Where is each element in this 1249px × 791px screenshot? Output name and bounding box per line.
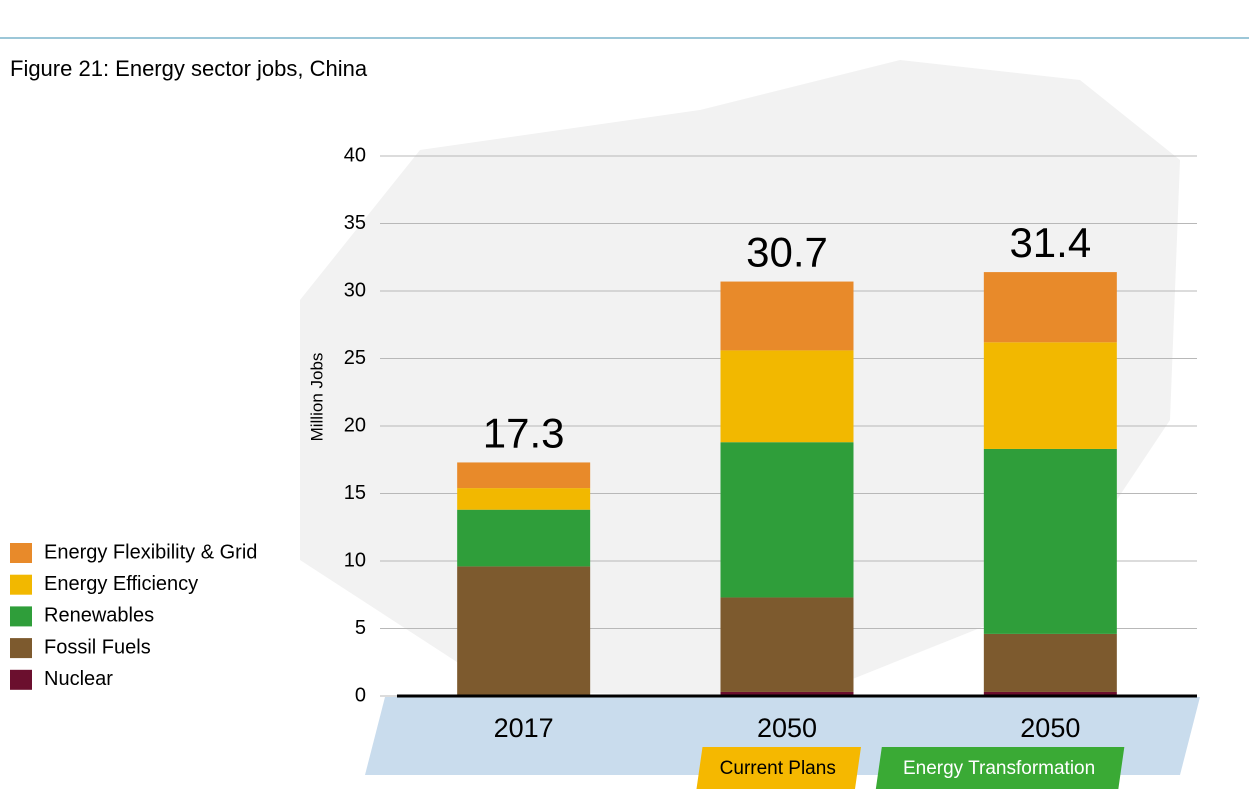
- bar-segment: [983, 633, 1117, 692]
- x-tick-label: 2017: [494, 713, 554, 743]
- scenario-label: Current Plans: [720, 758, 836, 779]
- legend-swatch: [10, 606, 32, 627]
- legend-label: Fossil Fuels: [44, 636, 151, 658]
- bar-segment: [457, 462, 591, 489]
- scenario-tag: [696, 747, 861, 789]
- chart-title: Figure 21: Energy sector jobs, China: [10, 56, 368, 81]
- legend-label: Renewables: [44, 605, 154, 627]
- total-label: 31.4: [1009, 219, 1091, 266]
- total-label: 30.7: [746, 229, 828, 276]
- bar-segment: [457, 488, 591, 510]
- scenario-label: Energy Transformation: [903, 758, 1095, 779]
- y-tick-label: 30: [344, 279, 366, 301]
- x-tick-label: 2050: [1020, 713, 1080, 743]
- bar-segment: [720, 597, 854, 692]
- bar-segment: [983, 272, 1117, 343]
- legend-label: Nuclear: [44, 668, 113, 690]
- legend-label: Energy Flexibility & Grid: [44, 541, 257, 563]
- y-tick-label: 20: [344, 414, 366, 436]
- bar-segment: [983, 691, 1117, 696]
- bar-segment: [720, 442, 854, 598]
- legend-swatch: [10, 638, 32, 659]
- y-tick-label: 5: [355, 617, 366, 639]
- bar-segment: [720, 691, 854, 696]
- y-tick-label: 40: [344, 144, 366, 166]
- total-label: 17.3: [483, 410, 565, 457]
- y-tick-label: 25: [344, 347, 366, 369]
- y-tick-label: 15: [344, 482, 366, 504]
- scenario-tag: [875, 747, 1125, 789]
- y-tick-label: 35: [344, 212, 366, 234]
- legend-swatch: [10, 574, 32, 595]
- x-tick-label: 2050: [757, 713, 817, 743]
- bar-segment: [720, 281, 854, 351]
- bar-segment: [457, 509, 591, 567]
- bar-segment: [983, 448, 1117, 634]
- y-tick-label: 10: [344, 549, 366, 571]
- legend-swatch: [10, 543, 32, 563]
- bar-segment: [983, 342, 1117, 449]
- bar-segment: [720, 350, 854, 443]
- y-tick-label: 0: [355, 684, 366, 706]
- legend-label: Energy Efficiency: [44, 573, 198, 595]
- legend-swatch: [10, 669, 32, 690]
- y-axis-label: Million Jobs: [307, 353, 326, 442]
- bar-segment: [457, 566, 591, 696]
